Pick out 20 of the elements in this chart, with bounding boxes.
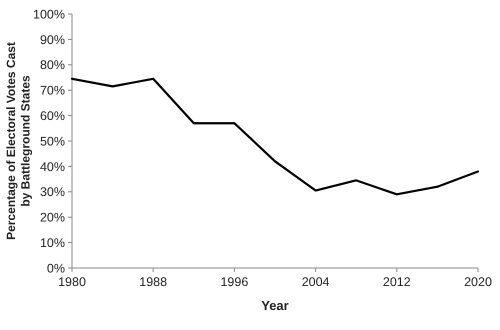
y-tick-label: 10% <box>40 236 65 250</box>
x-tick-label: 2012 <box>382 275 411 289</box>
y-tick-label: 80% <box>40 58 65 72</box>
x-tick-label: 2020 <box>464 275 492 289</box>
line-series <box>70 78 480 196</box>
y-tick-label: 60% <box>40 108 65 123</box>
y-tick-label: 90% <box>40 32 65 47</box>
y-tick-label: 30% <box>40 185 65 200</box>
y-axis-title: Percentage of Electoral Votes Cast by Battleground States <box>4 42 32 240</box>
y-tick-label: 50% <box>40 134 65 148</box>
y-tick-label: 0% <box>46 261 65 276</box>
y-tick-label: 100% <box>33 7 65 22</box>
x-tick-label: 2004 <box>302 275 330 289</box>
y-tick-label: 20% <box>40 210 65 225</box>
x-tick-label: 1980 <box>58 275 86 289</box>
y-tick-label: 70% <box>40 84 65 98</box>
x-axis-title: Year <box>261 298 289 313</box>
x-tick-label: 1988 <box>139 275 168 289</box>
y-tick-label: 40% <box>40 160 65 174</box>
x-tick-label: 1996 <box>220 275 248 289</box>
